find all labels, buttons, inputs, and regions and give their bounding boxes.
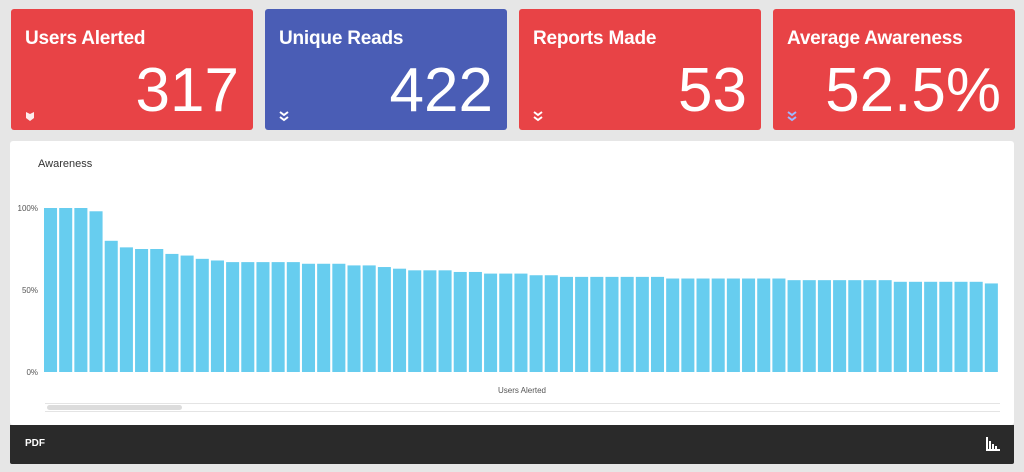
awareness-bar[interactable] — [863, 280, 877, 372]
awareness-bar[interactable] — [908, 281, 923, 372]
awareness-bar[interactable] — [726, 278, 740, 372]
awareness-bar[interactable] — [666, 278, 680, 372]
users-alerted-card[interactable]: Users Alerted 317 — [11, 9, 253, 130]
card-title: Average Awareness — [787, 28, 963, 49]
chart-title: Awareness — [38, 158, 93, 170]
awareness-bar[interactable] — [802, 280, 816, 372]
awareness-bar[interactable] — [772, 278, 786, 372]
awareness-bar[interactable] — [453, 271, 467, 372]
awareness-bar[interactable] — [135, 249, 149, 372]
card-title: Reports Made — [533, 28, 657, 49]
awareness-bar[interactable] — [256, 262, 270, 372]
awareness-bar[interactable] — [408, 270, 422, 372]
awareness-bar[interactable] — [393, 268, 407, 372]
awareness-bar[interactable] — [347, 265, 361, 372]
awareness-bar[interactable] — [696, 278, 710, 372]
card-title: Unique Reads — [279, 28, 404, 49]
awareness-bar[interactable] — [332, 263, 346, 372]
card-value: 317 — [135, 56, 239, 125]
awareness-bar[interactable] — [423, 270, 437, 372]
awareness-bar[interactable] — [499, 273, 513, 372]
awareness-bar[interactable] — [711, 278, 725, 372]
awareness-bar[interactable] — [954, 281, 968, 372]
awareness-bar[interactable] — [635, 276, 649, 372]
awareness-bar[interactable] — [939, 281, 953, 372]
awareness-bar[interactable] — [590, 276, 604, 372]
chart-scrollbar[interactable] — [45, 403, 1000, 412]
awareness-bar[interactable] — [924, 281, 938, 372]
awareness-bar[interactable] — [438, 270, 452, 372]
awareness-bar[interactable] — [650, 276, 665, 372]
awareness-bar[interactable] — [817, 280, 831, 372]
chart-footer-bar: PDF — [10, 425, 1014, 464]
x-axis-label: Users Alerted — [498, 386, 546, 395]
awareness-bar[interactable] — [59, 208, 73, 372]
double-chevron-down-icon — [279, 111, 289, 122]
awareness-bar[interactable] — [787, 280, 801, 372]
awareness-bar[interactable] — [165, 253, 179, 372]
card-title: Users Alerted — [25, 28, 146, 49]
awareness-bar[interactable] — [878, 280, 892, 372]
awareness-bar[interactable] — [226, 262, 240, 372]
awareness-bar[interactable] — [271, 262, 285, 372]
reports-made-card[interactable]: Reports Made 53 — [519, 9, 761, 130]
card-value: 53 — [678, 56, 747, 125]
shield-icon — [26, 112, 34, 121]
y-tick-label: 100% — [18, 204, 38, 213]
awareness-bar[interactable] — [681, 278, 695, 372]
card-value: 52.5% — [825, 56, 1001, 125]
awareness-bar[interactable] — [286, 262, 300, 372]
awareness-bar[interactable] — [833, 280, 847, 372]
awareness-bar[interactable] — [742, 278, 756, 372]
awareness-bar[interactable] — [575, 276, 589, 372]
awareness-bar[interactable] — [757, 278, 771, 372]
awareness-bar[interactable] — [468, 271, 482, 372]
awareness-bar[interactable] — [514, 273, 528, 372]
awareness-bar[interactable] — [620, 276, 634, 372]
awareness-bar[interactable] — [484, 273, 498, 372]
chart-scrollbar-thumb[interactable] — [47, 405, 182, 410]
awareness-bar[interactable] — [119, 247, 133, 372]
awareness-bar[interactable] — [210, 260, 224, 372]
awareness-bar[interactable] — [969, 281, 983, 372]
double-chevron-down-icon — [787, 111, 797, 122]
awareness-bar-chart: 100% 50% 0% Users Alerted — [18, 204, 998, 395]
awareness-bar[interactable] — [529, 275, 543, 372]
awareness-bar[interactable] — [301, 263, 316, 372]
double-chevron-down-icon — [533, 111, 543, 122]
awareness-bar[interactable] — [362, 265, 376, 372]
awareness-bar[interactable] — [377, 267, 391, 372]
y-tick-label: 50% — [22, 286, 38, 295]
awareness-bar[interactable] — [848, 280, 862, 372]
awareness-bar[interactable] — [44, 208, 58, 372]
awareness-bar[interactable] — [104, 240, 118, 372]
awareness-bar[interactable] — [559, 276, 573, 372]
awareness-bar[interactable] — [241, 262, 255, 372]
awareness-bar[interactable] — [150, 249, 164, 372]
awareness-bar[interactable] — [544, 275, 558, 372]
unique-reads-card[interactable]: Unique Reads 422 — [265, 9, 507, 130]
awareness-chart-panel: Awareness 100% 50% 0% Users Alerted — [10, 141, 1014, 425]
awareness-bar[interactable] — [74, 208, 88, 372]
awareness-bar[interactable] — [180, 255, 194, 372]
average-awareness-card[interactable]: Average Awareness 52.5% — [773, 9, 1015, 130]
bar-chart-icon[interactable] — [986, 437, 1000, 451]
awareness-bar[interactable] — [317, 263, 331, 372]
awareness-bar[interactable] — [605, 276, 619, 372]
awareness-bar[interactable] — [984, 283, 998, 372]
awareness-bar[interactable] — [89, 211, 103, 372]
pdf-button[interactable]: PDF — [25, 438, 45, 449]
awareness-bar[interactable] — [893, 281, 907, 372]
y-tick-label: 0% — [26, 368, 38, 377]
card-value: 422 — [389, 56, 493, 125]
awareness-bar[interactable] — [195, 258, 209, 372]
